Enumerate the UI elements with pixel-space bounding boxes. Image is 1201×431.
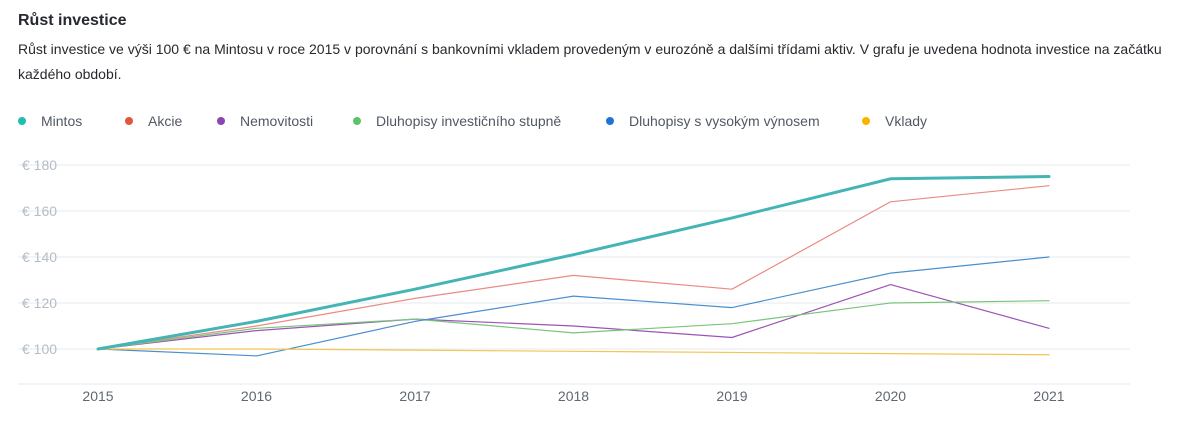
x-tick-label: 2018 bbox=[558, 388, 589, 404]
legend-label: Mintos bbox=[41, 113, 83, 129]
x-tick-label: 2020 bbox=[875, 388, 906, 404]
y-axis-ticks: € 100 € 120 € 140 € 160 € 180 bbox=[22, 157, 57, 357]
legend-label: Dluhopisy s vysokým výnosem bbox=[629, 113, 820, 129]
series-line-dluhopisy-investičního-stupně[interactable] bbox=[97, 300, 1050, 350]
series-line-vklady[interactable] bbox=[97, 348, 1050, 356]
legend-dot-icon bbox=[217, 117, 225, 125]
legend-item-mintos[interactable]: Mintos bbox=[18, 113, 125, 129]
legend-dot-icon bbox=[125, 117, 133, 125]
series-line-mintos[interactable] bbox=[96, 175, 1051, 351]
x-tick-label: 2015 bbox=[82, 388, 113, 404]
x-tick-label: 2016 bbox=[241, 388, 272, 404]
x-tick-label: 2021 bbox=[1033, 388, 1064, 404]
x-tick-label: 2019 bbox=[716, 388, 747, 404]
y-tick-label: € 120 bbox=[22, 295, 57, 311]
chart-description: Růst investice ve výši 100 € na Mintosu … bbox=[18, 41, 1162, 82]
legend-item-dluhopisy-investicniho-stupne[interactable]: Dluhopisy investičního stupně bbox=[353, 113, 606, 129]
legend-dot-icon bbox=[18, 117, 26, 125]
series-line-akcie[interactable] bbox=[97, 185, 1050, 350]
legend-item-akcie[interactable]: Akcie bbox=[125, 113, 217, 129]
legend-label: Nemovitosti bbox=[240, 113, 314, 129]
chart-title: Růst investice bbox=[18, 12, 127, 29]
legend-dot-icon bbox=[353, 117, 361, 125]
legend-item-nemovitosti[interactable]: Nemovitosti bbox=[217, 113, 353, 129]
legend-item-vklady[interactable]: Vklady bbox=[862, 113, 952, 129]
legend-label: Dluhopisy investičního stupně bbox=[376, 113, 562, 129]
series-lines bbox=[96, 175, 1051, 357]
series-line-dluhopisy-s-vysokým-výnosem[interactable] bbox=[97, 256, 1050, 357]
x-tick-label: 2017 bbox=[399, 388, 430, 404]
series-line-nemovitosti[interactable] bbox=[97, 284, 1050, 350]
legend-dot-icon bbox=[862, 117, 870, 125]
legend-label: Akcie bbox=[148, 113, 183, 129]
line-chart: € 100€ 120€ 140€ 160€ 180 2015 2016 2017 20… bbox=[18, 157, 1130, 404]
legend-item-dluhopisy-s-vysokym-vynosem[interactable]: Dluhopisy s vysokým výnosem bbox=[606, 113, 862, 129]
y-tick-label: € 100 bbox=[22, 341, 57, 357]
y-tick-label: € 180 bbox=[22, 157, 57, 173]
legend-dot-icon bbox=[606, 117, 614, 125]
x-axis-ticks: 2015 2016 2017 2018 2019 2020 2021 bbox=[82, 388, 1064, 404]
y-tick-label: € 160 bbox=[22, 203, 57, 219]
legend-label: Vklady bbox=[885, 113, 928, 129]
y-tick-label: € 140 bbox=[22, 249, 57, 265]
chart-legend: Mintos Akcie Nemovitosti Dluhopisy inves… bbox=[18, 110, 952, 132]
gridlines bbox=[18, 164, 1130, 385]
